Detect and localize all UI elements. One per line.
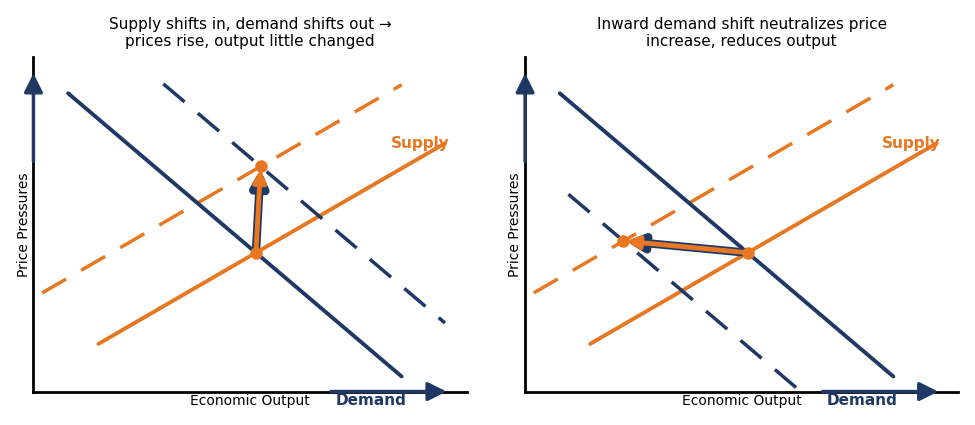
Text: Demand: Demand <box>335 393 406 408</box>
Text: Supply: Supply <box>882 136 941 151</box>
Y-axis label: Price Pressures: Price Pressures <box>17 172 30 277</box>
Title: Inward demand shift neutralizes price
increase, reduces output: Inward demand shift neutralizes price in… <box>597 17 887 49</box>
Text: Demand: Demand <box>827 393 898 408</box>
Title: Supply shifts in, demand shifts out →
prices rise, output little changed: Supply shifts in, demand shifts out → pr… <box>108 17 391 49</box>
X-axis label: Economic Output: Economic Output <box>190 394 310 408</box>
X-axis label: Economic Output: Economic Output <box>682 394 801 408</box>
Text: Supply: Supply <box>391 136 449 151</box>
Y-axis label: Price Pressures: Price Pressures <box>508 172 523 277</box>
